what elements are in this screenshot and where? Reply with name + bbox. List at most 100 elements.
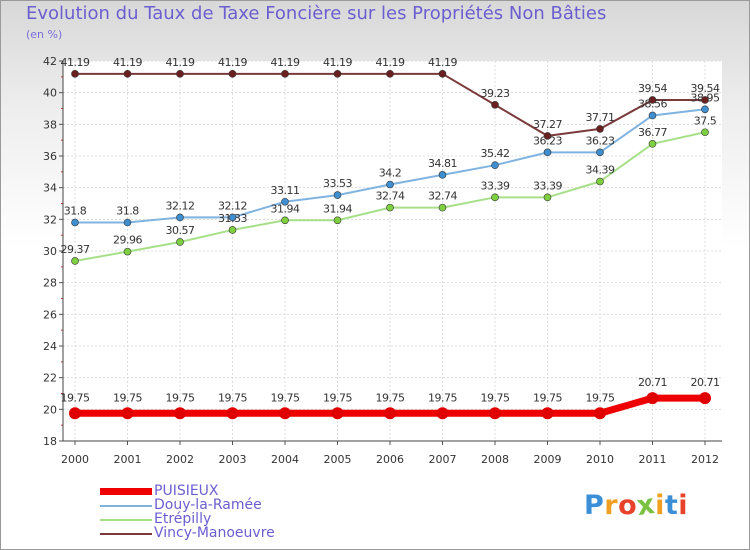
- data-label: 31.8: [64, 205, 87, 218]
- data-label: 19.75: [323, 391, 352, 404]
- data-point: [491, 161, 499, 169]
- data-point: [69, 407, 81, 420]
- y-tick-label: 42: [43, 55, 57, 68]
- legend-label: Etrépilly: [154, 511, 212, 527]
- data-label: 38.56: [638, 97, 667, 110]
- data-label: 37.27: [533, 118, 562, 131]
- data-point: [438, 203, 447, 212]
- data-label: 35.42: [481, 147, 510, 160]
- data-label: 31.8: [116, 205, 139, 218]
- data-point: [386, 180, 394, 189]
- data-point: [648, 140, 657, 148]
- x-tick-label: 2000: [61, 453, 89, 466]
- data-label: 39.54: [638, 82, 667, 95]
- legend-item: PUISIEUX: [100, 483, 340, 499]
- data-point: [228, 226, 237, 234]
- data-label: 41.19: [113, 56, 142, 69]
- data-label: 19.75: [271, 391, 300, 404]
- x-tick-label: 2008: [481, 453, 509, 466]
- data-label: 41.19: [61, 56, 90, 69]
- data-label: 32.12: [218, 199, 247, 212]
- legend-swatch: [100, 488, 152, 495]
- data-point: [228, 70, 237, 78]
- y-tick-label: 18: [43, 435, 57, 448]
- y-tick-label: 28: [43, 277, 57, 290]
- legend-label: Douy-la-Ramée: [154, 497, 262, 513]
- y-tick-label: 30: [43, 245, 57, 258]
- data-label: 33.53: [323, 177, 352, 190]
- data-label: 41.19: [166, 56, 195, 69]
- data-point: [438, 70, 447, 78]
- data-point: [333, 70, 342, 78]
- logo-letter: i: [655, 490, 665, 521]
- legend: PUISIEUX Douy-la-Ramée Etrépilly Vincy-Mano…: [100, 483, 340, 541]
- data-point: [436, 407, 449, 420]
- data-point: [646, 392, 659, 405]
- x-tick-label: 2009: [534, 453, 562, 466]
- data-label: 19.75: [61, 391, 90, 404]
- data-label: 19.75: [586, 391, 615, 404]
- logo-letter: i: [678, 490, 689, 521]
- data-point: [491, 193, 499, 202]
- data-point: [331, 407, 344, 420]
- data-point: [386, 203, 394, 212]
- legend-label: PUISIEUX: [154, 483, 219, 499]
- data-label: 41.19: [218, 56, 247, 69]
- data-point: [386, 70, 394, 78]
- data-point: [543, 132, 552, 140]
- x-tick-label: 2007: [429, 453, 457, 466]
- data-point: [699, 392, 711, 405]
- y-tick-label: 22: [43, 372, 57, 385]
- data-label: 41.19: [428, 56, 457, 69]
- data-label: 32.12: [166, 199, 195, 212]
- data-point: [279, 407, 291, 420]
- y-tick-label: 24: [43, 340, 57, 353]
- legend-swatch: [100, 519, 152, 521]
- data-label: 39.23: [481, 87, 510, 100]
- data-label: 34.39: [586, 163, 615, 176]
- data-point: [541, 407, 554, 420]
- data-label: 37.71: [586, 111, 615, 124]
- data-label: 19.75: [218, 391, 247, 404]
- data-point: [596, 125, 604, 133]
- data-label: 19.75: [166, 391, 195, 404]
- x-tick-label: 2003: [219, 453, 247, 466]
- x-tick-label: 2002: [166, 453, 194, 466]
- data-label: 31.33: [218, 212, 247, 225]
- proxiti-logo: Proxiti: [584, 489, 689, 522]
- data-label: 33.11: [271, 184, 300, 197]
- x-tick-label: 2004: [271, 453, 299, 466]
- data-label: 34.2: [379, 167, 402, 180]
- legend-item: Douy-la-Ramée: [100, 497, 340, 513]
- data-point: [701, 105, 709, 114]
- y-tick-label: 34: [43, 182, 57, 195]
- data-label: 34.81: [428, 157, 457, 170]
- data-point: [594, 407, 606, 420]
- x-tick-label: 2001: [114, 453, 142, 466]
- data-label: 19.75: [428, 391, 457, 404]
- data-label: 37.5: [694, 114, 717, 127]
- data-label: 19.75: [113, 391, 142, 404]
- data-point: [701, 128, 709, 137]
- data-label: 29.37: [61, 243, 90, 256]
- data-label: 20.71: [691, 376, 720, 389]
- data-label: 33.39: [481, 179, 510, 192]
- logo-letter: P: [584, 490, 605, 521]
- data-label: 20.71: [638, 376, 667, 389]
- legend-swatch: [100, 533, 152, 535]
- legend-item: Etrépilly: [100, 511, 340, 527]
- legend-item: Vincy-Manoeuvre: [100, 525, 340, 541]
- data-point: [176, 70, 184, 78]
- data-point: [701, 96, 709, 104]
- data-label: 41.19: [323, 56, 352, 69]
- data-label: 19.75: [376, 391, 405, 404]
- data-point: [543, 193, 552, 202]
- data-point: [648, 111, 657, 120]
- y-tick-label: 32: [43, 213, 57, 226]
- y-unit-label: (en %): [26, 28, 63, 41]
- data-point: [71, 70, 79, 78]
- data-point: [176, 238, 184, 246]
- x-tick-label: 2006: [376, 453, 404, 466]
- data-label: 41.19: [376, 56, 405, 69]
- data-point: [384, 407, 396, 420]
